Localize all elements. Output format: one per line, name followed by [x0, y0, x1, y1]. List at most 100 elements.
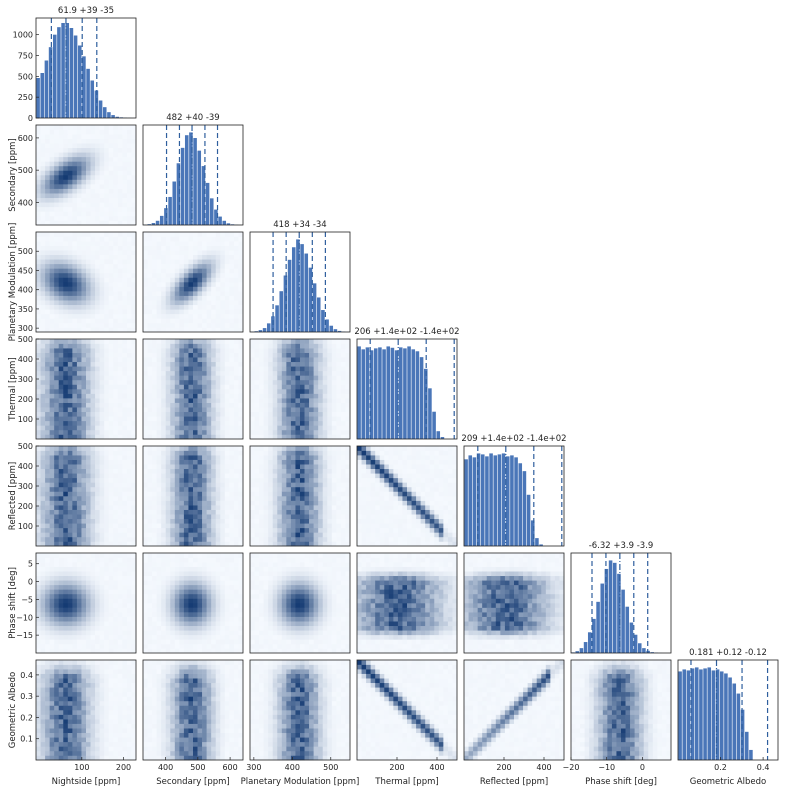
- density-cell: [322, 348, 328, 353]
- density-cell: [313, 482, 319, 488]
- density-cell: [126, 300, 132, 306]
- density-cell: [36, 304, 41, 310]
- density-cell: [309, 541, 314, 547]
- density-cell: [152, 464, 157, 470]
- density-cell: [90, 156, 96, 162]
- density-cell: [224, 450, 230, 456]
- density-cell: [233, 384, 239, 390]
- density-cell: [143, 272, 148, 278]
- density-cell: [95, 232, 100, 237]
- density-cell: [193, 313, 198, 319]
- density-cell: [122, 300, 128, 306]
- density-cell: [143, 402, 148, 408]
- density-cell: [143, 379, 148, 385]
- panel-frame: [356, 338, 458, 440]
- density-cell: [340, 366, 346, 372]
- density-cell: [81, 473, 87, 479]
- density-cell: [131, 523, 137, 529]
- density-cell: [438, 518, 444, 524]
- density-cell: [202, 322, 207, 328]
- density-cell: [179, 505, 185, 510]
- density-cell: [174, 352, 180, 358]
- density-cell: [45, 327, 50, 333]
- density-cell: [345, 339, 351, 344]
- density-cell: [90, 309, 96, 315]
- density-cell: [224, 477, 230, 483]
- density-cell: [281, 468, 287, 474]
- density-cell: [220, 491, 226, 497]
- density-cell: [300, 370, 305, 376]
- density-cell: [90, 215, 96, 221]
- density-cell: [63, 175, 69, 180]
- density-cell: [220, 482, 226, 488]
- density-cell: [304, 500, 310, 506]
- density-cell: [72, 175, 78, 180]
- density-cell: [40, 327, 46, 333]
- density-cell: [295, 500, 301, 506]
- density-cell: [113, 236, 119, 242]
- density-cell: [304, 425, 310, 431]
- density-cell: [117, 393, 123, 399]
- density-cell: [117, 165, 123, 171]
- density-cell: [366, 532, 371, 538]
- density-cell: [336, 370, 342, 376]
- density-cell: [99, 459, 105, 465]
- density-cell: [281, 348, 287, 353]
- density-cell: [81, 211, 87, 217]
- density-cell: [174, 509, 180, 515]
- density-cell: [58, 375, 64, 381]
- density-cell: [286, 366, 292, 372]
- density-cell: [183, 268, 189, 274]
- density-cell: [108, 220, 114, 226]
- density-cell: [215, 282, 221, 287]
- density-cell: [407, 464, 412, 470]
- density-cell: [407, 514, 412, 520]
- density-cell: [49, 416, 55, 422]
- density-cell: [76, 318, 82, 324]
- density-cell: [58, 295, 64, 301]
- density-cell: [156, 398, 162, 403]
- density-cell: [238, 259, 244, 265]
- density-cell: [438, 464, 444, 470]
- density-cell: [156, 496, 162, 501]
- density-cell: [170, 500, 176, 506]
- density-cell: [90, 357, 96, 363]
- density-cell: [434, 532, 440, 538]
- density-cell: [340, 496, 346, 501]
- density-cell: [63, 477, 69, 483]
- density-cell: [174, 496, 180, 501]
- density-cell: [211, 309, 217, 315]
- density-cell: [67, 434, 73, 440]
- density-cell: [361, 527, 367, 533]
- density-cell: [81, 455, 87, 460]
- density-cell: [254, 434, 260, 440]
- density-cell: [313, 518, 319, 524]
- density-cell: [309, 455, 314, 460]
- density-cell: [375, 464, 381, 470]
- density-cell: [397, 505, 403, 510]
- density-cell: [81, 429, 87, 435]
- density-cell: [420, 446, 426, 451]
- density-cell: [67, 322, 73, 328]
- density-cell: [113, 343, 119, 349]
- density-cell: [174, 446, 180, 451]
- density-cell: [147, 277, 153, 283]
- density-cell: [295, 450, 301, 456]
- density-cell: [197, 343, 203, 349]
- density-cell: [95, 541, 100, 547]
- density-cell: [113, 184, 119, 189]
- density-cell: [49, 193, 55, 199]
- density-cell: [63, 138, 69, 144]
- density-cell: [233, 532, 239, 538]
- density-cell: [206, 450, 212, 456]
- density-cell: [263, 416, 269, 422]
- density-cell: [40, 366, 46, 372]
- density-cell: [117, 143, 123, 149]
- density-cell: [295, 379, 301, 385]
- density-cell: [72, 318, 78, 324]
- density-cell: [99, 486, 105, 492]
- density-cell: [407, 523, 412, 529]
- density-cell: [58, 197, 64, 203]
- density-cell: [72, 197, 78, 203]
- density-cell: [165, 496, 171, 501]
